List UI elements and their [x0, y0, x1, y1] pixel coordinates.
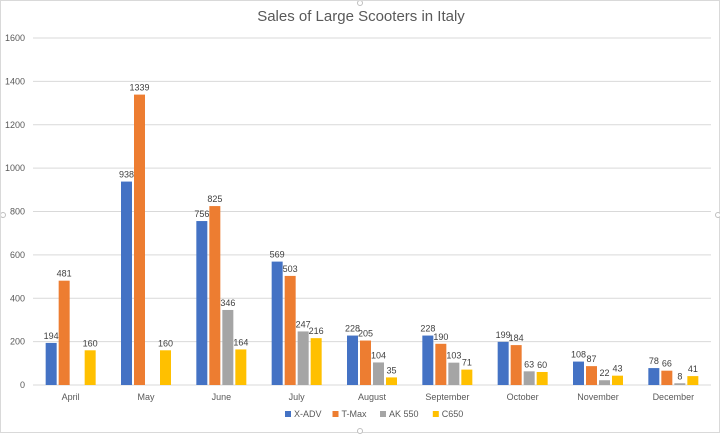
bar-ak-550 [674, 383, 685, 385]
bar-x-adv [573, 362, 584, 385]
data-label: 825 [207, 194, 222, 204]
data-label: 481 [57, 269, 72, 279]
data-label: 60 [537, 360, 547, 370]
bar-ak-550 [448, 363, 459, 385]
bar-t-max [586, 366, 597, 385]
bar-ak-550 [599, 380, 610, 385]
chart-title: Sales of Large Scooters in Italy [257, 8, 465, 25]
data-label: 160 [83, 338, 98, 348]
legend-label: AK 550 [389, 409, 419, 419]
bar-t-max [285, 276, 296, 385]
data-label: 103 [446, 351, 461, 361]
y-tick-label: 1000 [5, 163, 25, 173]
legend-label: C650 [442, 409, 464, 419]
bar-c650 [85, 350, 96, 385]
data-label: 71 [462, 358, 472, 368]
y-tick-label: 600 [10, 250, 25, 260]
x-category-label: September [425, 392, 469, 402]
bar-ak-550 [373, 362, 384, 385]
bar-ak-550 [298, 331, 309, 385]
data-label: 346 [220, 298, 235, 308]
bar-c650 [386, 377, 397, 385]
legend-label: X-ADV [294, 409, 322, 419]
data-label: 41 [688, 364, 698, 374]
y-axis-ticks: 0 200 400 600 800 1000 1200 1400 1600 [5, 33, 25, 390]
bar-c650 [537, 372, 548, 385]
data-label: 216 [309, 326, 324, 336]
bar-x-adv [272, 262, 283, 385]
x-category-label: August [358, 392, 387, 402]
bar-c650 [311, 338, 322, 385]
bar-c650 [160, 350, 171, 385]
data-label: 184 [509, 333, 524, 343]
legend-swatch [380, 411, 386, 417]
data-label: 190 [433, 332, 448, 342]
y-tick-label: 0 [20, 380, 25, 390]
y-tick-label: 800 [10, 207, 25, 217]
data-label: 87 [586, 354, 596, 364]
legend: X-ADV T-Max AK 550 C650 [285, 409, 463, 419]
data-label: 35 [386, 365, 396, 375]
data-label: 22 [599, 368, 609, 378]
legend-swatch [285, 411, 291, 417]
bar-ak-550 [524, 371, 535, 385]
resize-handle-icon[interactable] [716, 213, 720, 218]
bar-ak-550 [222, 310, 233, 385]
bar-x-adv [196, 221, 207, 385]
x-category-label: May [137, 392, 155, 402]
data-label: 569 [270, 250, 285, 260]
y-tick-label: 400 [10, 293, 25, 303]
x-category-label: April [62, 392, 80, 402]
bar-x-adv [121, 182, 132, 385]
data-label: 43 [612, 364, 622, 374]
legend-swatch [433, 411, 439, 417]
y-tick-label: 1400 [5, 76, 25, 86]
bar-c650 [687, 376, 698, 385]
bar-c650 [235, 349, 246, 385]
x-category-label: December [653, 392, 695, 402]
bar-x-adv [648, 368, 659, 385]
bar-c650 [612, 376, 623, 385]
data-label: 756 [194, 209, 209, 219]
bar-t-max [511, 345, 522, 385]
data-label: 66 [662, 359, 672, 369]
y-tick-label: 1200 [5, 120, 25, 130]
bar-t-max [134, 95, 145, 385]
x-category-label: July [289, 392, 306, 402]
x-axis-categories: April May June July August September October No… [62, 392, 694, 402]
bar-x-adv [46, 343, 57, 385]
data-label: 938 [119, 170, 134, 180]
data-label: 63 [524, 359, 534, 369]
data-label: 194 [44, 331, 59, 341]
y-tick-label: 200 [10, 337, 25, 347]
bar-t-max [661, 371, 672, 385]
bar-t-max [59, 281, 70, 385]
y-tick-label: 1600 [5, 33, 25, 43]
bar-x-adv [422, 336, 433, 385]
bar-t-max [435, 344, 446, 385]
bar-x-adv [498, 342, 509, 385]
resize-handle-icon[interactable] [358, 1, 363, 6]
data-label: 205 [358, 329, 373, 339]
legend-swatch [333, 411, 339, 417]
data-label: 164 [233, 337, 248, 347]
data-label: 108 [571, 350, 586, 360]
legend-label: T-Max [342, 409, 368, 419]
bar-x-adv [347, 336, 358, 385]
data-label: 104 [371, 350, 386, 360]
data-label: 1339 [129, 83, 149, 93]
data-label: 503 [283, 264, 298, 274]
bar-t-max [209, 206, 220, 385]
bar-t-max [360, 341, 371, 385]
bar-c650 [461, 370, 472, 385]
x-category-label: October [507, 392, 539, 402]
x-category-label: June [212, 392, 232, 402]
resize-handle-icon[interactable] [1, 213, 6, 218]
data-label: 78 [649, 356, 659, 366]
x-category-label: November [577, 392, 619, 402]
data-label: 8 [677, 371, 682, 381]
data-label: 160 [158, 338, 173, 348]
